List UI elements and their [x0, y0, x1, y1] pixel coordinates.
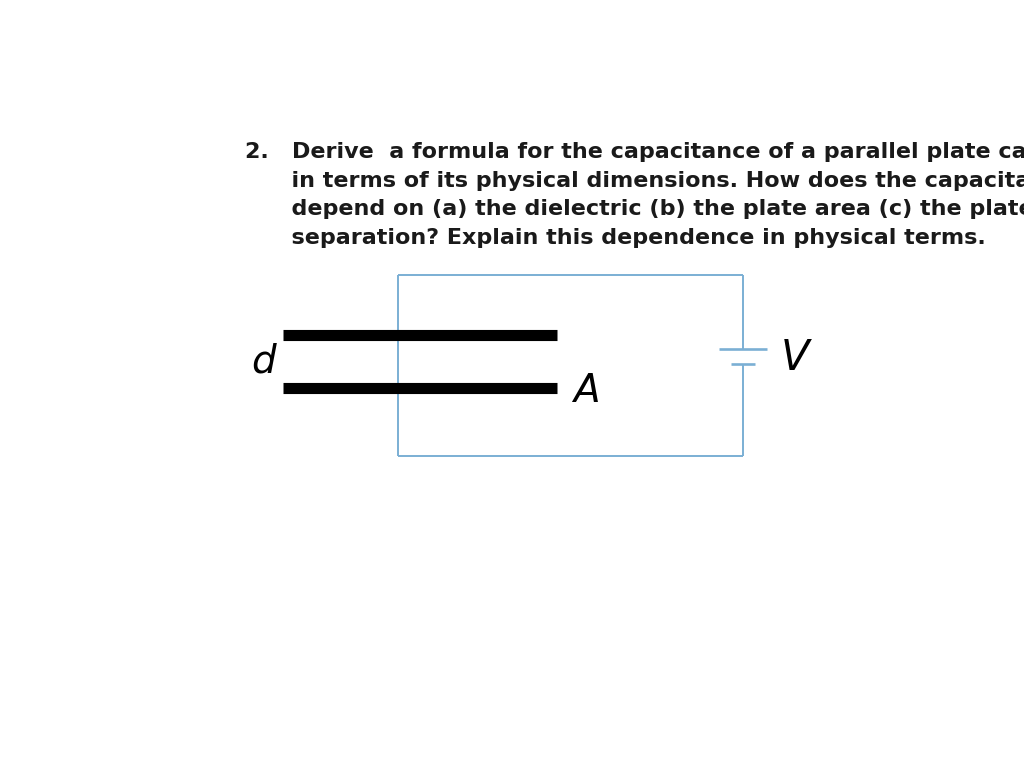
Text: $A$: $A$ — [570, 373, 599, 410]
Text: separation? Explain this dependence in physical terms.: separation? Explain this dependence in p… — [246, 227, 986, 247]
Text: $d$: $d$ — [251, 344, 278, 381]
Text: 2.   Derive  a formula for the capacitance of a parallel plate capacitor: 2. Derive a formula for the capacitance … — [246, 142, 1024, 162]
Text: depend on (a) the dielectric (b) the plate area (c) the plate: depend on (a) the dielectric (b) the pla… — [246, 199, 1024, 219]
Text: $V$: $V$ — [780, 337, 813, 379]
Text: in terms of its physical dimensions. How does the capacitance: in terms of its physical dimensions. How… — [246, 170, 1024, 190]
